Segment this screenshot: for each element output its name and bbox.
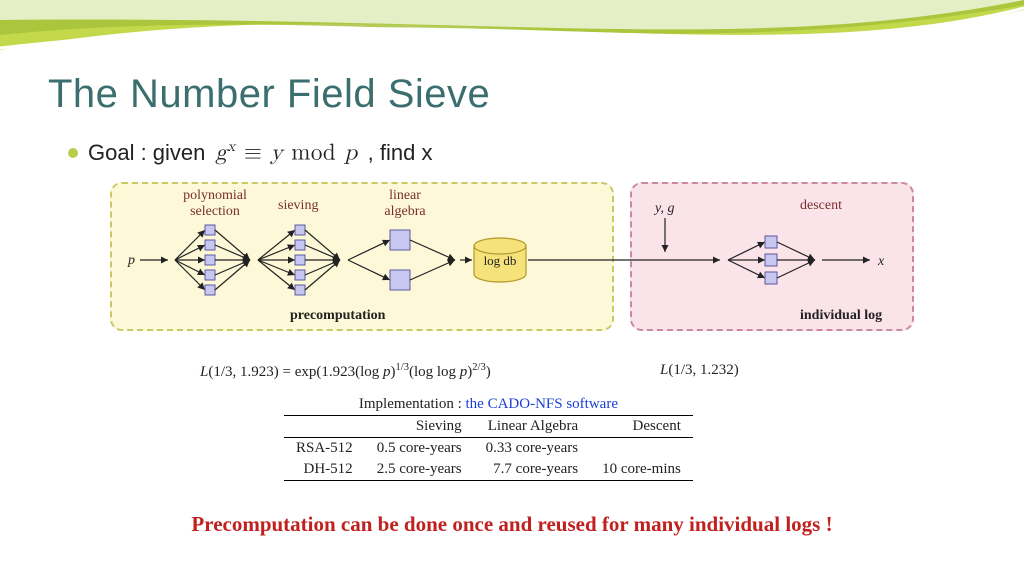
label-poly: polynomialselection [170, 188, 260, 220]
label-descent: descent [800, 198, 842, 214]
complexity-precomp: L(1/3, 1.923) = exp(1.923(log p)1/3(log … [200, 362, 491, 381]
complexity-descent: L(1/3, 1.232) [660, 362, 739, 379]
footer-precomp: precomputation [290, 308, 385, 324]
stage-descent [728, 236, 815, 284]
label-linalg: linearalgebra [370, 188, 440, 220]
bullet-icon [68, 148, 78, 158]
stage-sieving [258, 225, 340, 295]
footer-descent: individual log [800, 308, 882, 324]
goal-formula: gx ≡ y mod p [215, 138, 357, 168]
goal-suffix: , find x [368, 140, 433, 166]
nfs-diagram: p [110, 182, 910, 337]
table-header-row: Sieving Linear Algebra Descent [284, 416, 693, 438]
table-row: DH-512 2.5 core-years 7.7 core-years 10 … [284, 459, 693, 481]
stage-linalg [348, 230, 455, 290]
log-db-label: log db [484, 253, 517, 268]
punchline: Precomputation can be done once and reus… [0, 512, 1024, 537]
label-sieving: sieving [278, 198, 318, 214]
log-db-icon: log db [474, 238, 526, 282]
table-row: RSA-512 0.5 core-years 0.33 core-years [284, 438, 693, 460]
cado-nfs-link[interactable]: the CADO-NFS software [466, 396, 618, 412]
table-caption: Implementation : the CADO-NFS software [284, 396, 693, 413]
goal-bullet: Goal : given gx ≡ y mod p , find x [68, 138, 432, 168]
stage-poly-select [175, 225, 250, 295]
input-p-label: p [127, 253, 135, 268]
output-x-label: x [877, 254, 885, 269]
page-title: The Number Field Sieve [48, 72, 490, 117]
goal-prefix: Goal : given [88, 140, 205, 166]
yg-label: y, g [653, 201, 674, 216]
implementation-table: Implementation : the CADO-NFS software S… [284, 396, 693, 481]
